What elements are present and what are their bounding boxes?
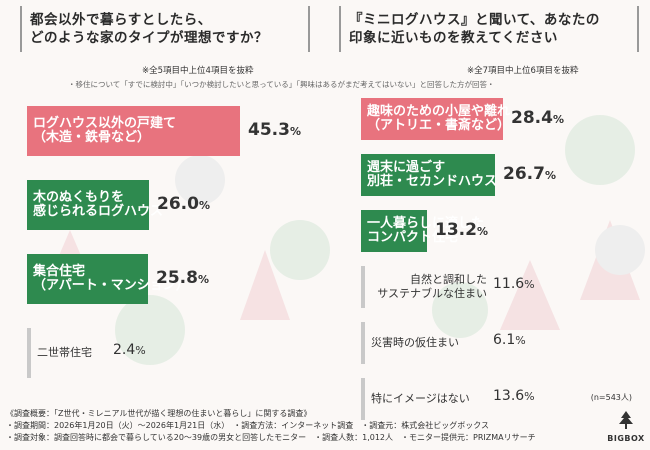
left-bar-3-label-1: 集合住宅 xyxy=(33,264,86,279)
tree-logo-icon xyxy=(619,411,633,429)
right-bar-2-label-2: 別荘・セカンドハウス xyxy=(367,174,498,189)
left-bar-2: 木のぬくもりを 感じられるログハウス xyxy=(27,180,164,230)
right-bar-6-label-1: 特にイメージはない xyxy=(371,392,470,405)
respondent-note: ・移住について「すでに検討中」「いつか検討したいと思っている」「興味はあるがまだ… xyxy=(68,80,495,89)
left-bar-4: 二世帯住宅 xyxy=(27,328,107,378)
left-bar-3-value: 25.8% xyxy=(156,268,209,288)
right-bar-5-label-1: 災害時の仮住まい xyxy=(371,336,459,349)
right-bar-6-value: 13.6% xyxy=(493,388,535,404)
footer-line-1: 《調査概要：「Z世代・ミレニアル世代が描く理想の住まいと暮らし」に関する調査》 xyxy=(6,409,312,418)
right-bar-6: 特にイメージはない xyxy=(361,378,487,420)
left-bar-1: ログハウス以外の戸建て （木造・鉄骨など） xyxy=(27,106,240,156)
right-bar-1: 趣味のための小屋や離れ （アトリエ・書斎など） xyxy=(361,98,511,140)
left-bar-2-value: 26.0% xyxy=(157,194,210,214)
left-subtitle: ※全5項目中上位4項目を抜粋 xyxy=(142,66,254,76)
left-bar-2-label-2: 感じられるログハウス xyxy=(33,204,164,219)
left-bar-2-label-1: 木のぬくもりを xyxy=(33,190,125,205)
left-bar-3-label-2: （アパート・マンション） xyxy=(33,278,189,293)
right-bar-2-value: 26.7% xyxy=(503,164,556,184)
right-bar-1-value: 28.4% xyxy=(511,108,564,128)
right-bar-4: 自然と調和した サステナブルな住まい xyxy=(361,266,487,308)
right-bar-4-label-1: 自然と調和した xyxy=(410,273,487,286)
left-bar-4-label-1: 二世帯住宅 xyxy=(37,346,92,359)
right-bar-2: 週末に過ごす 別荘・セカンドハウス xyxy=(361,154,498,196)
right-bar-3: 一人暮らしに適した コンパクト住宅 xyxy=(361,210,485,252)
right-bar-1-label-2: （アトリエ・書斎など） xyxy=(367,118,511,133)
left-bar-1-label-1: ログハウス以外の戸建て xyxy=(33,116,177,131)
footer-line-3: ・調査対象：調査回答時に都会で暮らしている20〜39歳の男女と回答したモニター … xyxy=(6,433,536,442)
right-bar-4-value: 11.6% xyxy=(493,276,535,292)
right-bar-3-label-2: コンパクト住宅 xyxy=(367,230,459,245)
left-bar-3: 集合住宅 （アパート・マンション） xyxy=(27,254,189,304)
footer-line-2: ・調査期間：2026年1月20日（火）〜2026年1月21日（水） ・調査方法：… xyxy=(6,421,490,430)
right-chart-title: 『ミニログハウス』と聞いて、あなたの 印象に近いものを教えてください xyxy=(339,6,639,52)
right-bar-5: 災害時の仮住まい xyxy=(361,322,487,364)
right-bar-4-label-2: サステナブルな住まい xyxy=(377,287,487,300)
left-bar-1-value: 45.3% xyxy=(248,120,301,140)
left-bar-1-label-2: （木造・鉄骨など） xyxy=(33,130,151,145)
bigbox-logo: BIGBOX xyxy=(606,410,646,443)
sample-size: (n=543人) xyxy=(590,393,632,402)
right-subtitle: ※全7項目中上位6項目を抜粋 xyxy=(467,66,579,76)
right-bar-1-label-1: 趣味のための小屋や離れ xyxy=(367,104,511,119)
left-chart-title: 都会以外で暮らすとしたら、 どのような家のタイプが理想ですか？ xyxy=(20,6,310,52)
left-bar-4-value: 2.4% xyxy=(113,342,146,358)
right-bar-2-label-1: 週末に過ごす xyxy=(367,160,446,175)
right-bar-5-value: 6.1% xyxy=(493,332,526,348)
right-bar-3-value: 13.2% xyxy=(435,220,488,240)
right-bar-3-label-1: 一人暮らしに適した xyxy=(367,216,485,231)
